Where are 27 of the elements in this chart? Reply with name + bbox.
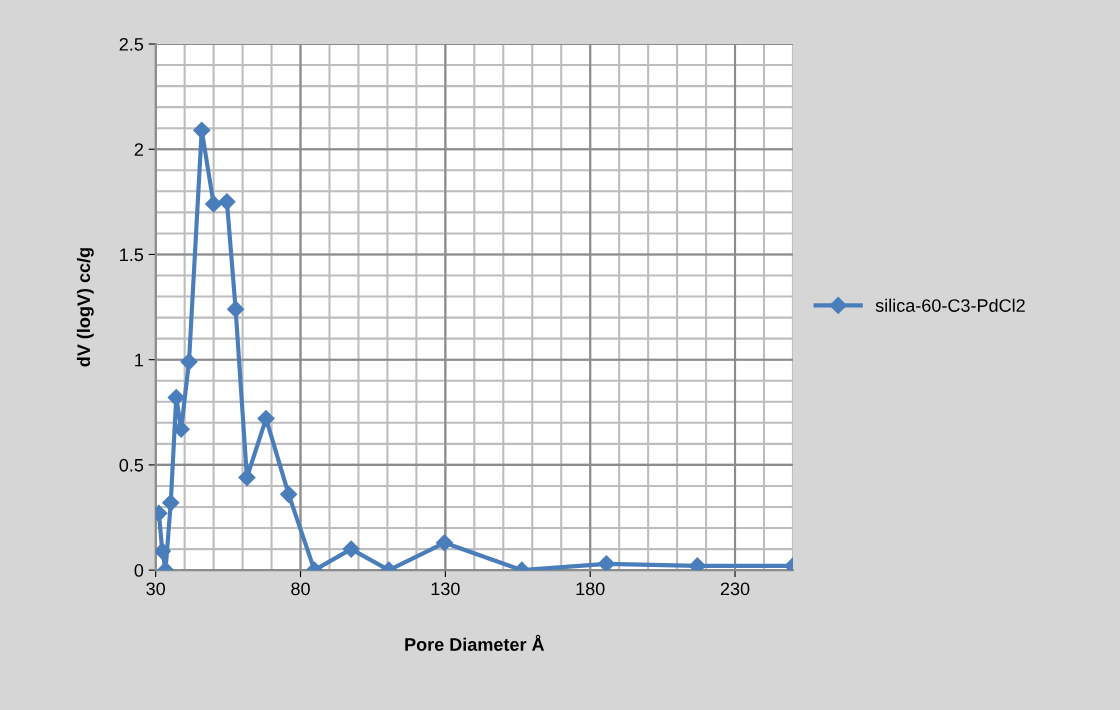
point bbox=[155, 542, 171, 560]
legend-label: silica-60-C3-PdCl2 bbox=[875, 298, 1025, 312]
y-tick-label: 2 bbox=[134, 143, 143, 156]
point bbox=[342, 540, 360, 558]
y-tick-label: 2.5 bbox=[119, 37, 144, 51]
point bbox=[193, 121, 211, 139]
point bbox=[162, 494, 180, 512]
point bbox=[180, 353, 198, 371]
x-tick-label: 180 bbox=[576, 582, 605, 596]
x-tick-label: 230 bbox=[720, 582, 750, 596]
x-tick-label: 30 bbox=[146, 582, 166, 596]
point bbox=[597, 555, 615, 571]
y-axis-title: dV (logV) cc/g bbox=[76, 248, 94, 367]
point bbox=[280, 485, 298, 503]
x-tick-label: 80 bbox=[291, 582, 310, 596]
x-axis-title: Pore Diameter Å bbox=[405, 634, 545, 651]
x-tick-label: 130 bbox=[431, 582, 460, 596]
y-tick-label: 1.5 bbox=[120, 248, 144, 262]
point bbox=[205, 195, 223, 213]
point bbox=[688, 557, 706, 571]
point bbox=[227, 300, 245, 318]
point bbox=[257, 410, 275, 428]
y-tick-label: 0 bbox=[134, 564, 144, 577]
point bbox=[435, 534, 454, 552]
point bbox=[218, 193, 236, 211]
y-tick-label: 1 bbox=[135, 353, 143, 367]
y-tick-label: 0.5 bbox=[119, 458, 144, 472]
